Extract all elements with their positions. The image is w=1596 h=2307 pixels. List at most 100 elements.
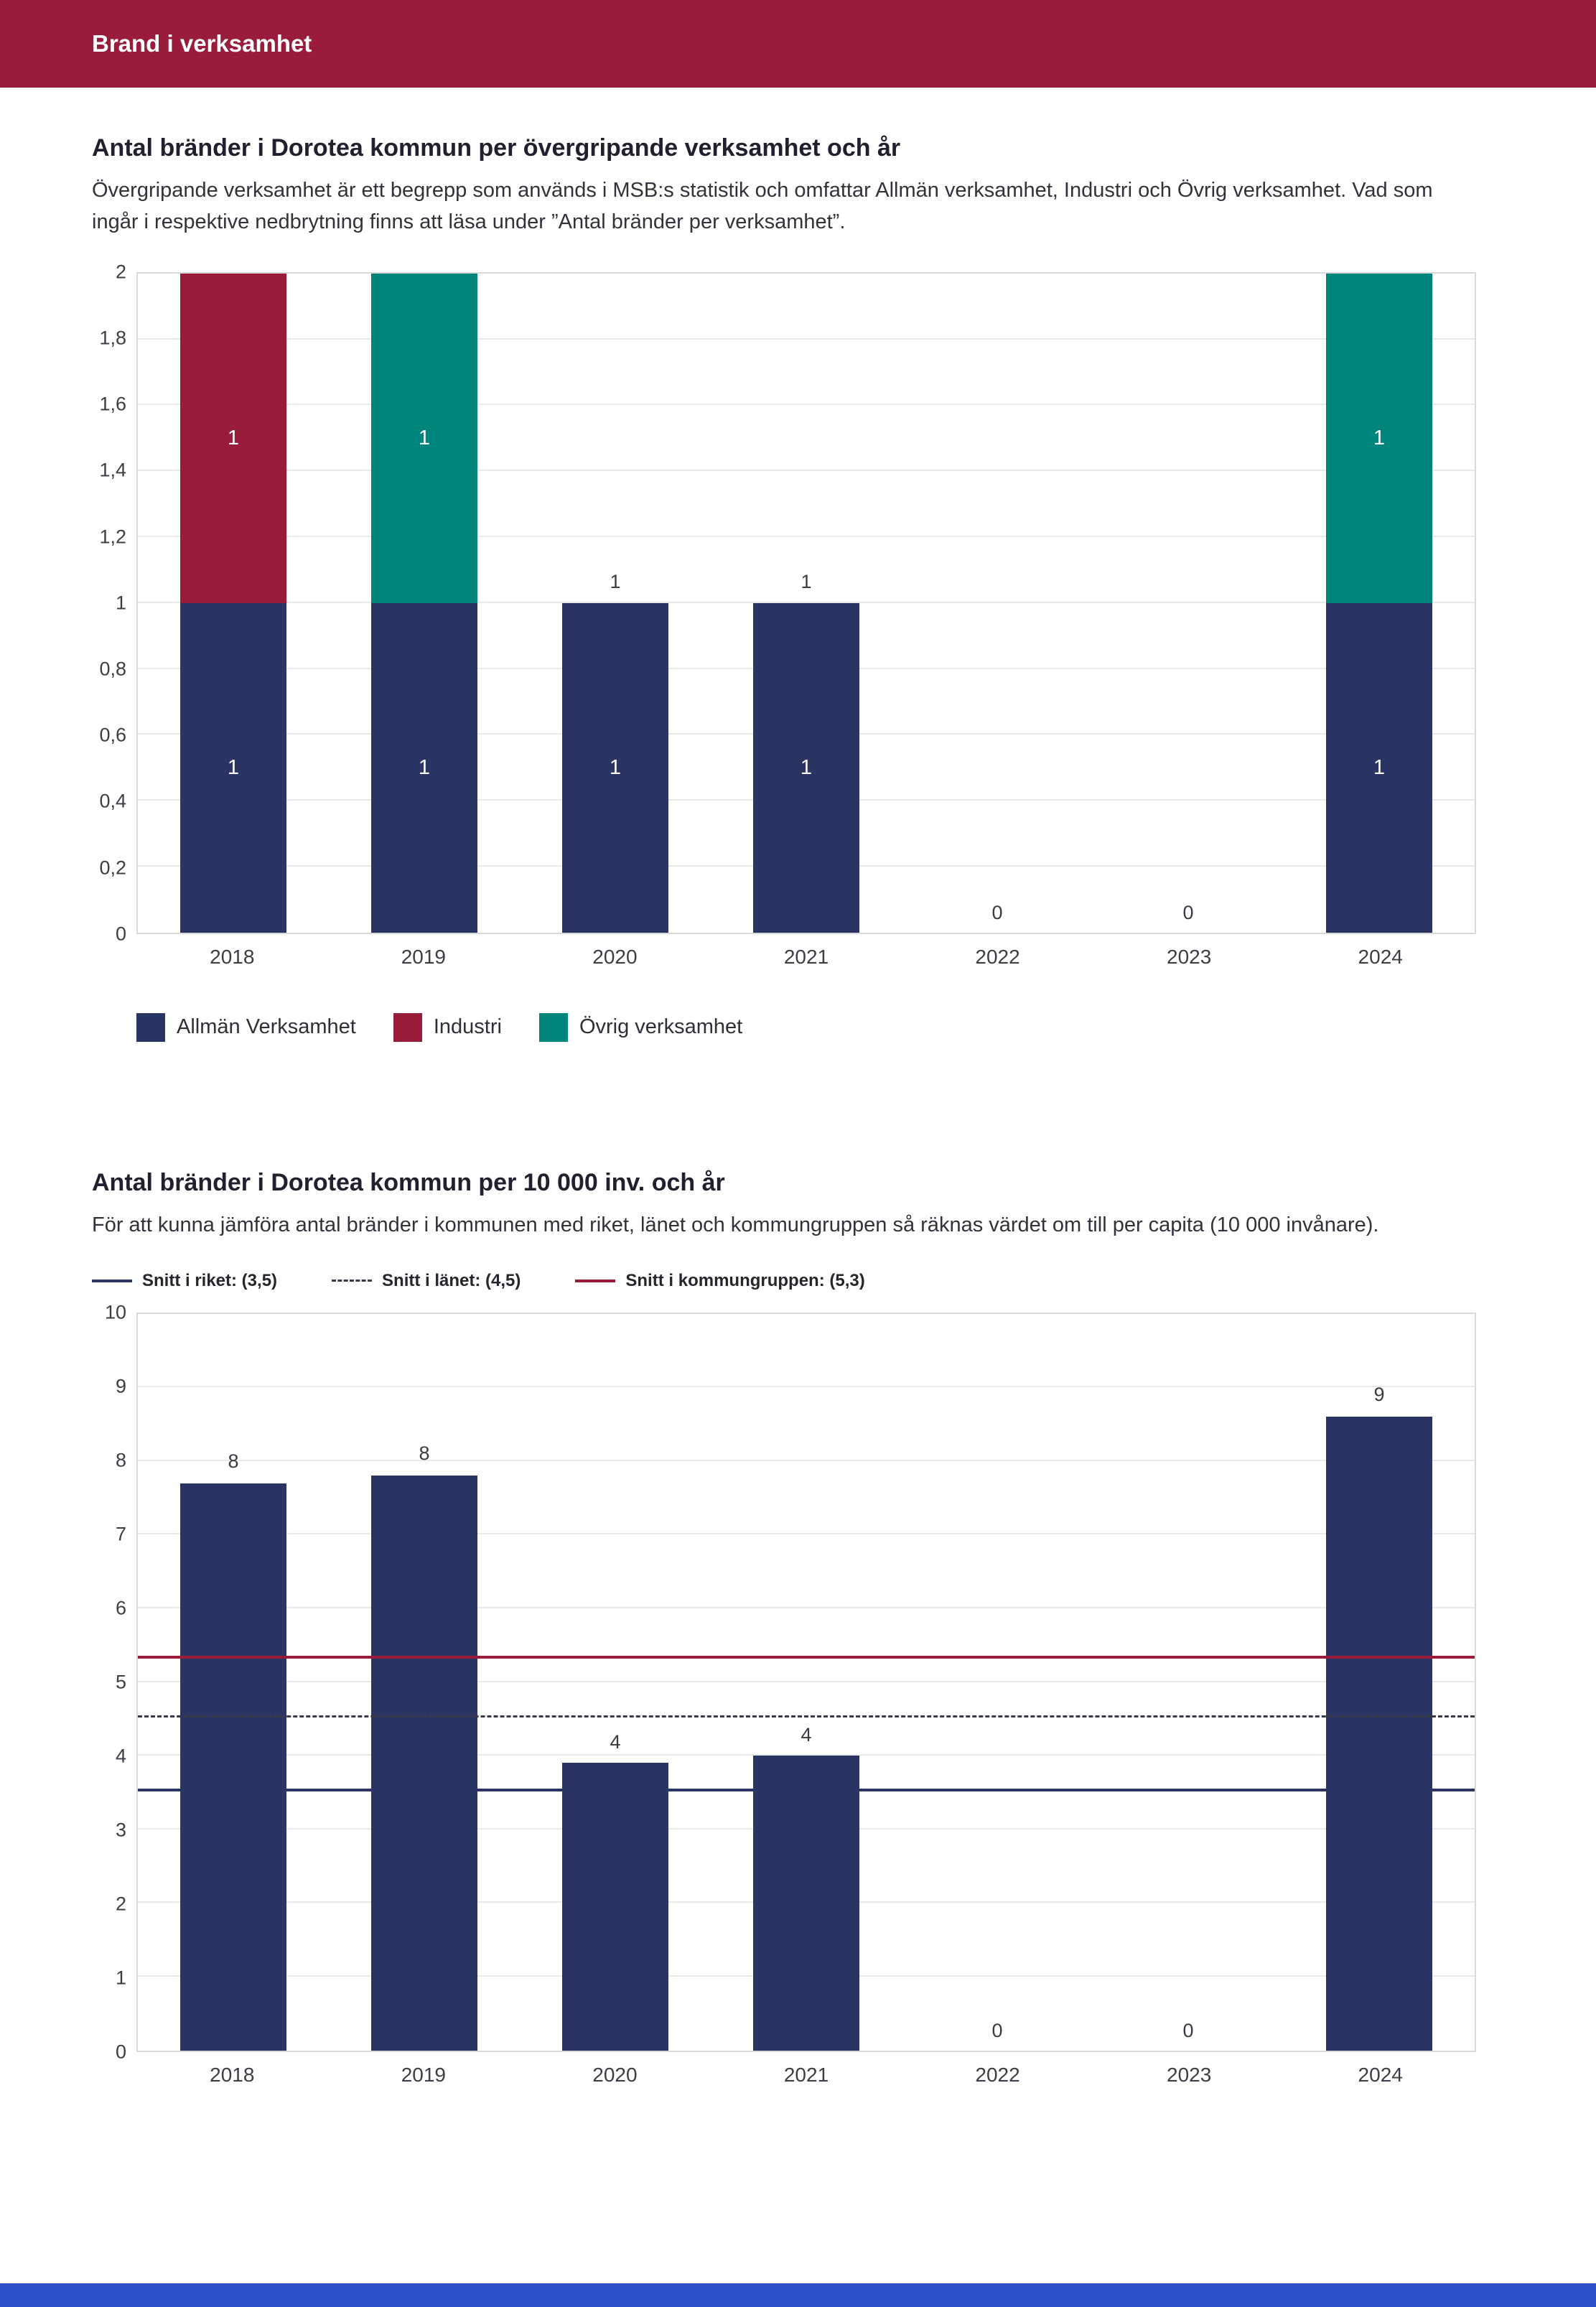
y-axis: 0 0,2 0,4 0,6 0,8 1 1,2 1,4 1,6 1,8 2 bbox=[92, 261, 136, 944]
ref-line-sample bbox=[575, 1279, 616, 1282]
gridline bbox=[138, 1533, 1475, 1535]
bar-slot bbox=[520, 1314, 711, 2051]
main-content: Antal bränder i Dorotea kommun per överg… bbox=[0, 134, 1596, 2094]
bar-segment bbox=[561, 1763, 669, 2051]
bar-segment: 1 bbox=[1325, 273, 1433, 603]
gridline bbox=[138, 601, 1475, 603]
bar-slot bbox=[138, 1314, 329, 2051]
bottom-accent-bar bbox=[0, 2283, 1596, 2307]
gridline bbox=[138, 470, 1475, 472]
ref-line-sample bbox=[332, 1280, 373, 1282]
bar-slot bbox=[902, 1314, 1093, 2051]
x-tick-label: 2018 bbox=[210, 945, 255, 968]
x-tick-label: 2024 bbox=[1358, 2063, 1403, 2086]
page-title: Brand i verksamhet bbox=[92, 30, 312, 57]
gridline bbox=[138, 1680, 1475, 1682]
y-tick-label: 0,4 bbox=[99, 790, 126, 812]
chart1-title: Antal bränder i Dorotea kommun per överg… bbox=[92, 134, 901, 162]
x-axis: 2018 2019 2020 2021 2022 2023 2024 bbox=[136, 934, 1476, 976]
y-tick-label: 1 bbox=[115, 1967, 126, 1989]
x-axis: 2018 2019 2020 2021 2022 2023 2024 bbox=[136, 2052, 1476, 2094]
y-tick-label: 2 bbox=[115, 1893, 126, 1915]
x-tick-label: 2022 bbox=[975, 945, 1020, 968]
ref-legend-item: Snitt i riket: (3,5) bbox=[92, 1271, 277, 1291]
y-tick-label: 1,4 bbox=[99, 459, 126, 481]
y-tick-label: 5 bbox=[115, 1671, 126, 1693]
bar-slot: 1 bbox=[711, 274, 902, 933]
y-tick-label: 10 bbox=[104, 1301, 126, 1323]
y-tick-label: 1,2 bbox=[99, 526, 126, 548]
chart-grid: 0 1 2 3 4 5 6 7 8 9 10 8 8 4 4 0 0 9 bbox=[92, 1301, 1476, 2062]
ref-legend-label: Snitt i länet: (4,5) bbox=[382, 1270, 521, 1290]
plot-area: 8 8 4 4 0 0 9 bbox=[136, 1312, 1476, 2052]
section-per-capita-chart: Antal bränder i Dorotea kommun per 10 00… bbox=[92, 1168, 1476, 2094]
bar-segment: 1 bbox=[179, 602, 287, 933]
bar-slot: 1 bbox=[520, 274, 711, 933]
x-tick-label: 2023 bbox=[1166, 945, 1212, 968]
x-tick-label: 2021 bbox=[783, 945, 829, 968]
legend-label: Industri bbox=[433, 1015, 502, 1039]
y-tick-label: 1,8 bbox=[99, 327, 126, 349]
app-header: Brand i verksamhet bbox=[0, 0, 1596, 88]
ref-legend-item: Snitt i länet: (4,5) bbox=[332, 1271, 521, 1291]
y-tick-label: 6 bbox=[115, 1597, 126, 1619]
bar-segment-label: 1 bbox=[800, 755, 813, 779]
bar-segment bbox=[752, 1756, 860, 2051]
bar-value-label: 1 bbox=[801, 570, 812, 592]
x-tick-label: 2019 bbox=[401, 945, 446, 968]
bar-value-label: 8 bbox=[419, 1443, 430, 1465]
x-tick-label: 2021 bbox=[783, 2063, 829, 2086]
bar-segment-label: 1 bbox=[1373, 426, 1386, 449]
gridline bbox=[138, 404, 1475, 406]
bar-value-label: 0 bbox=[991, 901, 1003, 923]
bar-value-label: 9 bbox=[1373, 1383, 1385, 1405]
legend-item: Allmän Verksamhet bbox=[136, 1012, 356, 1042]
reference-line-solid bbox=[138, 1655, 1475, 1659]
legend-color-swatch bbox=[538, 1012, 568, 1042]
ref-line-sample bbox=[92, 1279, 132, 1282]
bar-segment: 1 bbox=[179, 273, 287, 603]
legend-item: Övrig verksamhet bbox=[538, 1012, 743, 1042]
ref-legend-label: Snitt i kommungruppen: (5,3) bbox=[625, 1270, 865, 1290]
bar-slot bbox=[1284, 1314, 1475, 2051]
bar-slot bbox=[711, 1314, 902, 2051]
y-tick-label: 3 bbox=[115, 1819, 126, 1841]
stacked-bar-chart-verksamhet: 0 0,2 0,4 0,6 0,8 1 1,2 1,4 1,6 1,8 2 1 1 1 1 1 1 1 1 0 0 1 1 2… bbox=[92, 261, 1476, 1042]
gridline bbox=[138, 1607, 1475, 1608]
chart-legend: Allmän Verksamhet Industri Övrig verksamhe… bbox=[92, 1012, 1476, 1042]
bar-segment: 1 bbox=[370, 602, 478, 933]
x-tick-label: 2020 bbox=[592, 945, 638, 968]
y-tick-label: 1 bbox=[115, 592, 126, 614]
bar-slot bbox=[329, 1314, 520, 2051]
bar-segment-label: 1 bbox=[227, 426, 240, 449]
bar-segment-label: 1 bbox=[418, 426, 431, 449]
y-tick-label: 1,6 bbox=[99, 393, 126, 415]
ref-legend-label: Snitt i riket: (3,5) bbox=[142, 1270, 278, 1290]
gridline bbox=[138, 1459, 1475, 1461]
reference-lines-legend: Snitt i riket: (3,5) Snitt i länet: (4,5)… bbox=[92, 1271, 1476, 1291]
y-axis: 0 1 2 3 4 5 6 7 8 9 10 bbox=[92, 1301, 136, 2062]
y-tick-label: 0,8 bbox=[99, 658, 126, 680]
legend-color-swatch bbox=[136, 1012, 165, 1042]
y-tick-label: 0 bbox=[115, 923, 126, 945]
bar-segment: 1 bbox=[561, 602, 669, 933]
bar-value-label: 4 bbox=[801, 1723, 812, 1746]
legend-color-swatch bbox=[393, 1012, 422, 1042]
y-tick-label: 0,2 bbox=[99, 857, 126, 879]
legend-label: Övrig verksamhet bbox=[579, 1015, 743, 1039]
bar-segment bbox=[370, 1476, 478, 2051]
ref-legend-item: Snitt i kommungruppen: (5,3) bbox=[575, 1270, 865, 1291]
bar-value-label: 4 bbox=[610, 1730, 621, 1753]
chart2-description: För att kunna jämföra antal bränder i ko… bbox=[92, 1213, 1379, 1236]
bar-segment bbox=[179, 1483, 287, 2051]
y-tick-label: 0 bbox=[115, 2041, 126, 2063]
bar-segment-label: 1 bbox=[1373, 755, 1386, 779]
bar-segment-label: 1 bbox=[227, 755, 240, 779]
x-tick-label: 2020 bbox=[592, 2063, 638, 2086]
reference-line-solid bbox=[138, 1789, 1475, 1792]
y-tick-label: 9 bbox=[115, 1375, 126, 1397]
x-tick-label: 2018 bbox=[210, 2063, 255, 2086]
